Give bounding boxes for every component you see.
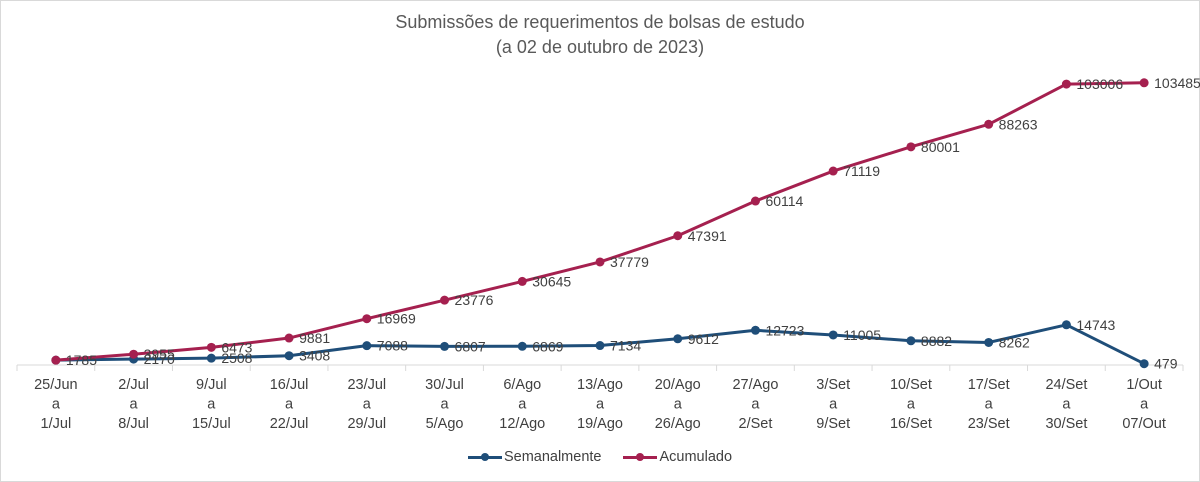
x-tick-label: 9/Jul a 15/Jul: [192, 377, 231, 432]
data-point-acumulado: [206, 342, 216, 352]
data-label-semanalmente: 6869: [532, 338, 563, 354]
x-tick-label: 3/Set a 9/Set: [816, 377, 850, 432]
x-tick-label: 1/Out a 07/Out: [1122, 377, 1166, 432]
data-label-semanalmente: 8882: [921, 333, 952, 349]
data-point-acumulado: [984, 119, 994, 129]
data-point-semanalmente: [284, 351, 294, 361]
data-label-acumulado: 16969: [377, 311, 416, 327]
data-label-acumulado: 88263: [999, 116, 1038, 132]
data-point-acumulado: [1061, 79, 1071, 89]
data-label-acumulado: 9881: [299, 330, 330, 346]
data-label-acumulado: 103006: [1076, 76, 1123, 92]
series-line-acumulado: [54, 81, 1146, 362]
data-label-semanalmente: 11005: [843, 327, 881, 343]
data-point-semanalmente: [984, 337, 994, 347]
x-tick-label: 6/Ago a 12/Ago: [499, 377, 545, 432]
data-point-semanalmente: [1139, 359, 1149, 369]
data-point-semanalmente: [750, 325, 760, 335]
data-point-acumulado: [284, 333, 294, 343]
data-point-acumulado: [828, 166, 838, 176]
data-label-semanalmente: 14743: [1076, 317, 1115, 333]
x-tick-label: 17/Set a 23/Set: [968, 377, 1010, 432]
chart-title: Submissões de requerimentos de bolsas de…: [395, 12, 805, 32]
data-point-semanalmente: [1061, 320, 1071, 330]
x-tick-label: 2/Jul a 8/Jul: [118, 377, 149, 432]
data-point-semanalmente: [673, 334, 683, 344]
x-tick-label: 20/Ago a 26/Ago: [655, 377, 701, 432]
data-point-semanalmente: [206, 353, 216, 363]
data-label-acumulado: 47391: [688, 228, 727, 244]
data-point-semanalmente: [517, 341, 527, 351]
x-tick-label: 23/Jul a 29/Jul: [347, 377, 386, 432]
x-tick-label: 30/Jul a 5/Ago: [425, 377, 464, 432]
data-label-acumulado: 23776: [455, 292, 494, 308]
data-point-acumulado: [673, 231, 683, 241]
data-point-semanalmente: [440, 341, 450, 351]
data-point-acumulado: [362, 314, 372, 324]
data-label-semanalmente: 1785: [66, 352, 97, 368]
data-label-acumulado: 6473: [221, 339, 252, 355]
data-label-acumulado: 71119: [843, 163, 880, 179]
x-tick-label: 16/Jul a 22/Jul: [270, 377, 309, 432]
legend-item-semanalmente: Semanalmente: [467, 449, 602, 465]
data-label-semanalmente: 6807: [455, 338, 486, 354]
x-tick-label: 27/Ago a 2/Set: [732, 377, 778, 432]
data-label-acumulado: 60114: [765, 193, 803, 209]
data-label-semanalmente: 12723: [765, 322, 804, 338]
data-point-acumulado: [906, 142, 916, 152]
data-label-acumulado: 37779: [610, 254, 649, 270]
data-point-acumulado: [1139, 78, 1149, 88]
data-point-acumulado: [750, 196, 760, 206]
legend: Semanalmente Acumulado: [0, 449, 1200, 465]
legend-label-acumulado: Acumulado: [659, 449, 733, 465]
data-label-semanalmente: 479: [1154, 356, 1178, 372]
x-tick-label: 10/Set a 16/Set: [890, 377, 932, 432]
legend-item-acumulado: Acumulado: [623, 449, 732, 465]
data-point-semanalmente: [906, 336, 916, 346]
data-point-semanalmente: [595, 341, 605, 351]
data-label-semanalmente: 2508: [221, 350, 252, 366]
data-label-semanalmente: 7088: [377, 338, 408, 354]
data-label-acumulado: 80001: [921, 139, 960, 155]
data-point-semanalmente: [828, 330, 838, 340]
data-label-semanalmente: 8262: [999, 334, 1030, 350]
data-label-acumulado: 30645: [532, 273, 571, 289]
data-point-semanalmente: [362, 341, 372, 351]
x-tick-label: 24/Set a 30/Set: [1045, 377, 1087, 432]
data-point-acumulado: [517, 276, 527, 286]
data-point-acumulado: [51, 355, 61, 365]
data-point-acumulado: [595, 257, 605, 267]
chart-subtitle: (a 02 de outubro de 2023): [495, 37, 705, 57]
data-point-acumulado: [440, 295, 450, 305]
data-label-semanalmente: 2170: [144, 351, 175, 367]
data-label-semanalmente: 7134: [610, 338, 641, 354]
data-point-acumulado: [129, 349, 139, 359]
data-label-semanalmente: 3408: [299, 348, 330, 364]
data-label-acumulado: 3955: [144, 346, 175, 362]
x-tick-label: 25/Jun a 1/Jul: [34, 377, 78, 432]
x-tick-label: 13/Ago a 19/Ago: [577, 377, 623, 432]
data-label-semanalmente: 9612: [688, 331, 719, 347]
legend-swatch-acumulado: [623, 451, 658, 463]
legend-label-semanalmente: Semanalmente: [503, 449, 602, 465]
legend-swatch-semanalmente: [467, 451, 502, 463]
data-label-acumulado: 103485: [1154, 75, 1200, 91]
